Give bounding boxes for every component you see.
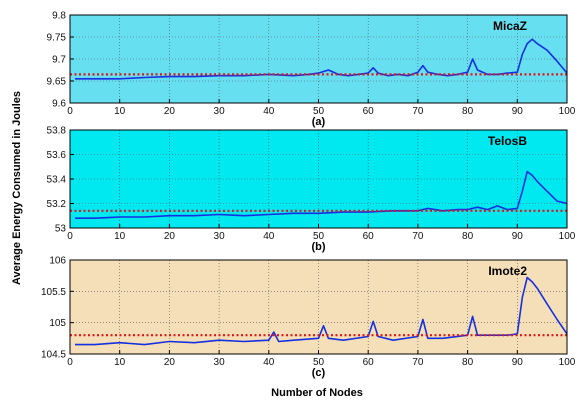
x-tick-label: 20 bbox=[164, 231, 176, 242]
x-tick-label: 80 bbox=[462, 231, 474, 242]
y-tick-label: 53.4 bbox=[47, 175, 67, 186]
x-tick-label: 60 bbox=[363, 106, 375, 117]
y-tick-label: 53 bbox=[55, 224, 67, 235]
y-tick-label: 9.7 bbox=[52, 55, 66, 66]
x-tick-label: 0 bbox=[67, 106, 73, 117]
energy-series-line bbox=[75, 276, 568, 346]
y-tick-label: 53.8 bbox=[47, 126, 67, 137]
y-tick-label: 105.5 bbox=[41, 287, 66, 298]
chart-panel-3: 0 10 20 30 40 50 60 70 80 90 100 104.5 105 105.5 106 Im… bbox=[41, 256, 576, 380]
y-tick-label: 9.75 bbox=[47, 33, 67, 44]
y-axis-title: Average Energy Consumed in Joules bbox=[11, 91, 23, 285]
x-tick-label: 20 bbox=[164, 106, 176, 117]
y-tick-label: 9.8 bbox=[52, 11, 66, 22]
device-label: MicaZ bbox=[493, 19, 527, 33]
x-tick-label: 70 bbox=[412, 106, 424, 117]
x-tick-label: 10 bbox=[114, 357, 126, 368]
x-tick-label: 70 bbox=[412, 357, 424, 368]
x-tick-label: 80 bbox=[462, 357, 474, 368]
chart-panel-1: 0 10 20 30 40 50 60 70 80 90 100 9.6 9.65 9.7 9.75 9.8 M… bbox=[47, 11, 576, 129]
x-tick-label: 20 bbox=[164, 357, 176, 368]
energy-series-line bbox=[75, 170, 568, 219]
subplot-caption: (a) bbox=[312, 116, 326, 128]
x-tick-label: 0 bbox=[67, 231, 73, 242]
x-tick-label: 0 bbox=[67, 357, 73, 368]
y-tick-label: 53.2 bbox=[47, 199, 67, 210]
x-tick-label: 60 bbox=[363, 231, 375, 242]
x-tick-label: 50 bbox=[313, 106, 325, 117]
x-tick-label: 60 bbox=[363, 357, 375, 368]
y-tick-label: 53.6 bbox=[47, 150, 67, 161]
x-tick-label: 50 bbox=[313, 357, 325, 368]
x-tick-label: 100 bbox=[559, 106, 576, 117]
x-tick-label: 90 bbox=[512, 106, 524, 117]
x-tick-label: 30 bbox=[214, 106, 226, 117]
y-tick-label: 105 bbox=[49, 318, 66, 329]
x-tick-label: 50 bbox=[313, 231, 325, 242]
chart-panel-2: 0 10 20 30 40 50 60 70 80 90 100 53 53.2 53.4 53.6 53.8… bbox=[47, 126, 576, 254]
subplot-caption: (c) bbox=[312, 367, 326, 379]
x-tick-label: 10 bbox=[114, 231, 126, 242]
x-tick-label: 30 bbox=[214, 231, 226, 242]
device-label: Imote2 bbox=[488, 264, 527, 278]
x-tick-label: 30 bbox=[214, 357, 226, 368]
x-tick-label: 40 bbox=[263, 357, 275, 368]
y-tick-label: 9.65 bbox=[47, 77, 67, 88]
x-tick-label: 40 bbox=[263, 231, 275, 242]
y-tick-label: 104.5 bbox=[41, 350, 66, 361]
x-tick-label: 80 bbox=[462, 106, 474, 117]
x-tick-label: 90 bbox=[512, 357, 524, 368]
x-tick-label: 70 bbox=[412, 231, 424, 242]
x-tick-label: 100 bbox=[559, 231, 576, 242]
x-tick-label: 100 bbox=[559, 357, 576, 368]
device-label: TelosB bbox=[488, 134, 527, 148]
y-tick-label: 9.6 bbox=[52, 99, 66, 110]
x-tick-label: 10 bbox=[114, 106, 126, 117]
chart-panels: 0 10 20 30 40 50 60 70 80 90 1009.69.659.79.759.8M… bbox=[41, 11, 576, 380]
x-tick-label: 40 bbox=[263, 106, 275, 117]
x-tick-label: 90 bbox=[512, 231, 524, 242]
x-axis-title: Number of Nodes bbox=[271, 387, 363, 399]
subplot-caption: (b) bbox=[311, 241, 325, 253]
y-tick-label: 106 bbox=[49, 256, 66, 267]
